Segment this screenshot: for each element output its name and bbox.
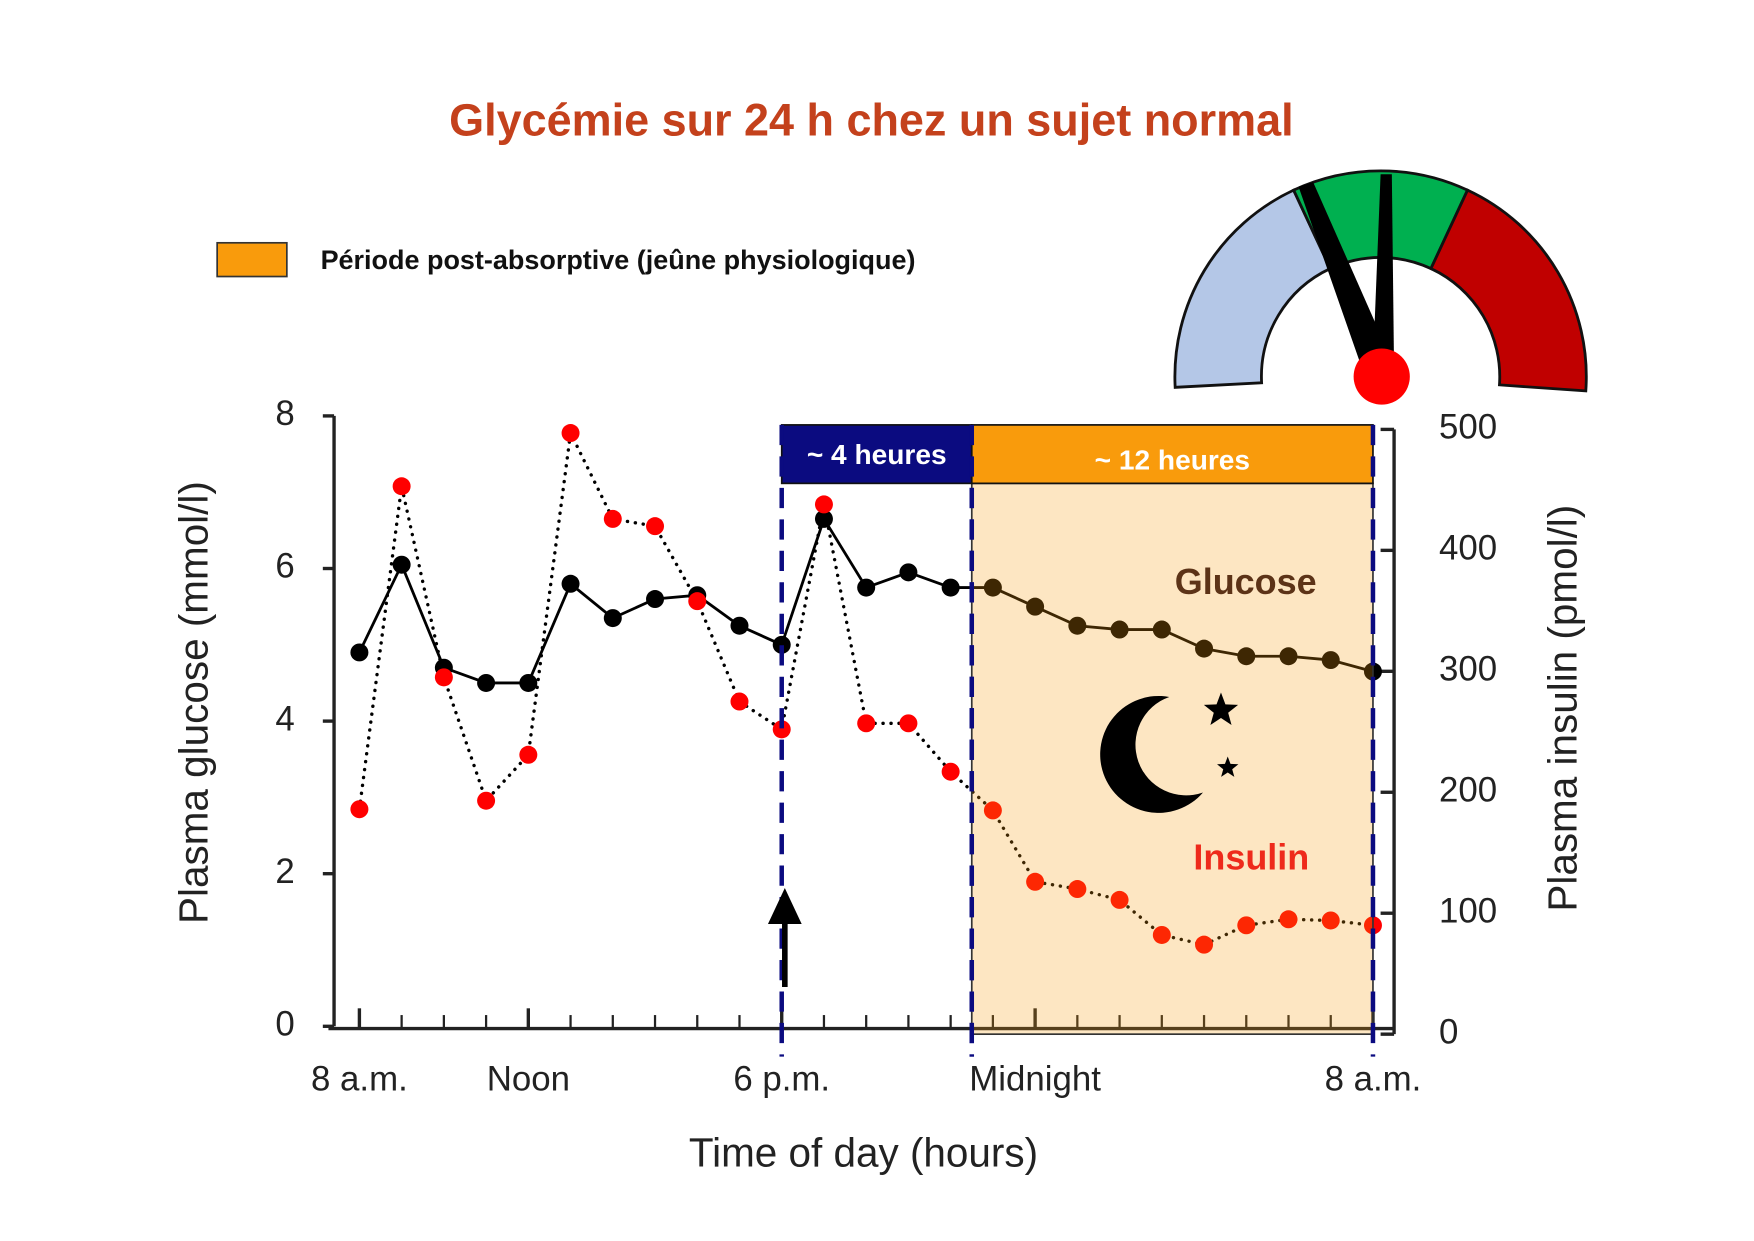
data-point [1237, 647, 1256, 666]
moon [1100, 695, 1203, 813]
y2-tick-label: 500 [1439, 408, 1497, 447]
series-label: Glucose [1175, 561, 1317, 602]
period-label: ~ 4 heures [807, 439, 947, 470]
y-tick-label: 2 [275, 852, 294, 891]
x-axis-label: Time of day (hours) [689, 1129, 1038, 1175]
y2-tick-label: 200 [1439, 770, 1497, 809]
period-box [970, 424, 1374, 485]
overlay-layer: ~ 4 heures ~ 12 heures Glucose Insulin [767, 424, 1376, 1057]
data-point [1068, 880, 1087, 899]
data-point [477, 791, 496, 810]
data-point [857, 578, 876, 597]
data-point [899, 563, 918, 582]
gauge-segment [1429, 188, 1588, 393]
data-point [1110, 620, 1129, 639]
y2-tick-label: 100 [1439, 891, 1497, 930]
y2-tick-label: 400 [1439, 529, 1497, 568]
data-point [561, 574, 580, 593]
period-shade [970, 482, 1374, 1036]
data-point [730, 692, 749, 711]
y-tick-label: 0 [275, 1005, 294, 1044]
x-tick-label: Noon [487, 1060, 570, 1099]
data-point [941, 762, 960, 781]
gauge-needle [1298, 182, 1395, 374]
data-point [1321, 911, 1340, 930]
data-point [772, 720, 791, 739]
data-point [1237, 916, 1256, 935]
star [1217, 756, 1239, 777]
data-point [1026, 597, 1045, 616]
data-point [814, 509, 833, 528]
x-tick-label: 6 p.m. [733, 1060, 830, 1099]
data-point [350, 800, 369, 819]
data-point [392, 477, 411, 496]
data-point [603, 509, 622, 528]
y-tick-label: 8 [275, 394, 294, 433]
legend-label: Période post-absorptive (jeûne physiolog… [321, 245, 916, 275]
data-point [1321, 651, 1340, 670]
arrow-head [767, 888, 802, 925]
data-point [1068, 616, 1087, 635]
gauge [1173, 169, 1588, 405]
gauge-needle [1372, 174, 1395, 371]
data-point [646, 517, 665, 536]
series-label: Insulin [1193, 836, 1309, 877]
y2-tick-label: 300 [1439, 650, 1497, 689]
data-point [1195, 639, 1214, 658]
y2-tick-label: 0 [1439, 1012, 1458, 1051]
data-point [941, 578, 960, 597]
gauge-pivot [1353, 348, 1410, 405]
data-point [1279, 910, 1298, 929]
data-point [814, 495, 833, 514]
data-point [1279, 647, 1298, 666]
data-point [772, 635, 791, 654]
y-tick-label: 6 [275, 547, 294, 586]
data-point [646, 590, 665, 609]
data-point [1195, 935, 1214, 954]
data-point [983, 801, 1002, 820]
x-tick-label: 8 a.m. [1325, 1060, 1422, 1099]
period-box [780, 424, 973, 485]
data-point [519, 745, 538, 764]
data-point [688, 592, 707, 611]
data-point [1152, 925, 1171, 944]
data-point [1026, 872, 1045, 891]
plot: 0 2 4 6 8 0 100 200 300 400 500 8 a.m. Noon 6 p.m. Mid… [171, 394, 1586, 1175]
gauge-segment [1173, 188, 1333, 389]
data-point [899, 714, 918, 733]
data-point [603, 609, 622, 628]
data-point [392, 555, 411, 574]
x-tick-label: 8 a.m. [311, 1060, 408, 1099]
data-point [350, 643, 369, 662]
data-point [477, 673, 496, 692]
legend-swatch [216, 241, 288, 278]
star [1203, 692, 1239, 725]
data-point [1152, 620, 1171, 639]
shade-layer [970, 482, 1374, 1036]
y-axis-label: Plasma glucose (mmol/l) [171, 481, 217, 924]
y2-axis-label: Plasma insulin (pmol/l) [1540, 505, 1586, 912]
period-label: ~ 12 heures [1095, 444, 1250, 475]
chart-title: Glycémie sur 24 h chez un sujet normal [449, 95, 1293, 146]
data-point [857, 714, 876, 733]
data-point [983, 578, 1002, 597]
data-point [434, 668, 453, 687]
data-point [1110, 890, 1129, 909]
y-tick-label: 4 [275, 699, 294, 738]
data-point [519, 673, 538, 692]
data-point [561, 424, 580, 443]
data-point [730, 616, 749, 635]
x-tick-label: Midnight [969, 1060, 1101, 1099]
